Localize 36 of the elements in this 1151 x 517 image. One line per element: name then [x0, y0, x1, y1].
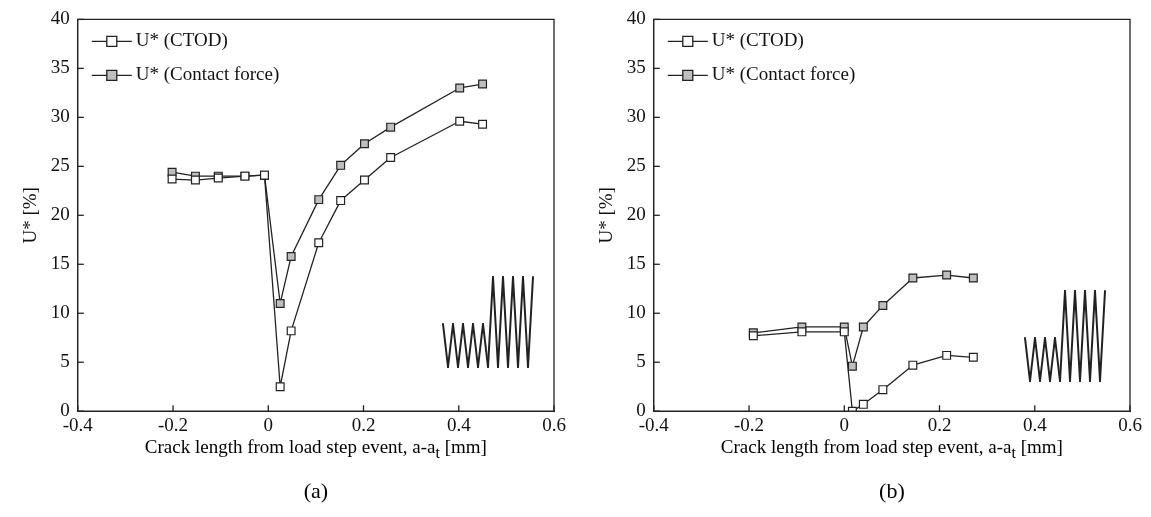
y-tick-label: 10: [50, 301, 70, 323]
x-tick-label: 0.2: [927, 413, 952, 435]
y-tick-label: 40: [626, 7, 646, 29]
y-tick-label: 10: [626, 301, 646, 323]
y-axis-title: U* [%]: [19, 187, 41, 244]
y-tick-label: 35: [626, 56, 646, 78]
y-tick-label: 15: [50, 252, 70, 274]
x-axis-title: Crack length from load step event, a-a$_{t}$ [mm]: [144, 436, 487, 462]
text: (b): [879, 478, 905, 504]
x-tick-label: 0: [263, 413, 274, 435]
x-tick-label: 0.6: [1118, 413, 1142, 435]
legend-label: U* (CTOD): [135, 29, 228, 52]
x-tick-label: 0.4: [1022, 413, 1048, 435]
legend-label: U* (Contact force): [135, 63, 280, 86]
x-tick-label: -0.2: [158, 413, 189, 435]
text: (a): [303, 478, 329, 504]
y-tick-label: 20: [50, 203, 70, 225]
x-tick-label: 0.2: [351, 413, 376, 435]
legend-label: U* (CTOD): [711, 29, 804, 52]
y-tick-label: 5: [636, 350, 646, 372]
x-tick-label: -0.2: [734, 413, 765, 435]
y-tick-label: 30: [50, 105, 70, 127]
y-axis-title: U* [%]: [595, 187, 617, 244]
y-tick-label: 5: [60, 350, 70, 372]
x-tick-label: 0.6: [542, 413, 566, 435]
y-tick-label: 25: [626, 154, 646, 176]
y-tick-label: 20: [626, 203, 646, 225]
y-tick-label: 35: [50, 56, 70, 78]
x-tick-label: 0: [839, 413, 850, 435]
y-tick-label: 40: [50, 7, 70, 29]
legend-label: U* (Contact force): [711, 63, 856, 86]
y-tick-label: 25: [50, 154, 70, 176]
y-tick-label: 15: [626, 252, 646, 274]
y-tick-label: 30: [626, 105, 646, 127]
x-axis-title: Crack length from load step event, a-a$_{t}$ [mm]: [720, 436, 1063, 462]
x-tick-label: 0.4: [446, 413, 472, 435]
